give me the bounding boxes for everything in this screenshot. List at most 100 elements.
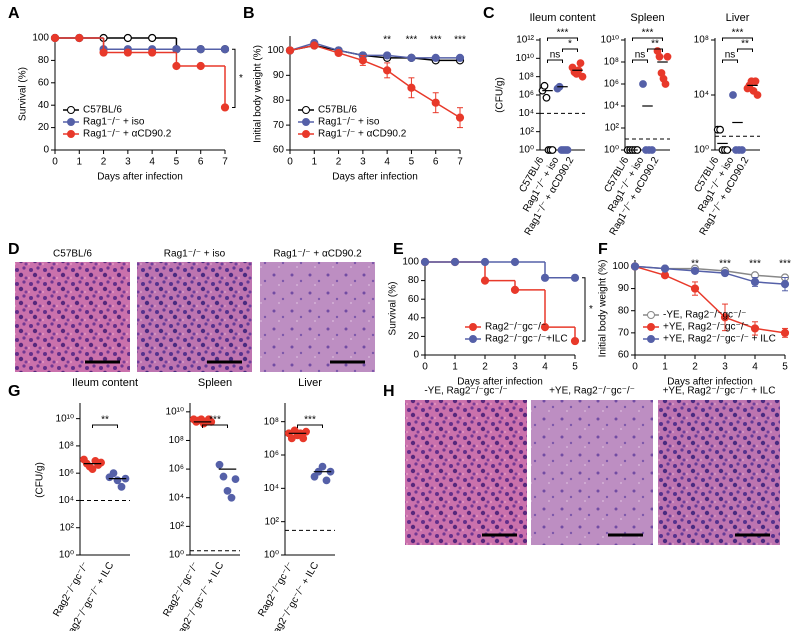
y-tick-label: 10⁸	[264, 416, 279, 427]
y-tick-label: 10¹⁰	[601, 35, 619, 46]
x-tick-label: 5	[174, 157, 180, 168]
y-tick-label: 10²	[605, 123, 620, 134]
significance: *	[568, 39, 572, 50]
y-tick-label: 80	[408, 275, 420, 286]
x-tick-label: 6	[198, 157, 204, 168]
y-tick-label: 10²	[265, 516, 280, 527]
y-tick-label: 10⁴	[264, 483, 279, 494]
legend-label: Rag1⁻/⁻ + αCD90.2	[83, 129, 172, 140]
marker	[172, 61, 181, 71]
marker	[75, 33, 84, 43]
y-tick-label: 10⁴	[169, 492, 184, 503]
marker	[480, 276, 490, 285]
y-tick-label: 10⁶	[59, 468, 74, 479]
x-tick-label: 1	[662, 362, 668, 373]
y-tick-label: 60	[38, 77, 50, 88]
legend-label: Rag2⁻/⁻gc⁻/⁻+ILC	[485, 334, 568, 345]
x-tick-label: 2	[692, 362, 698, 373]
significance-bracket	[547, 59, 563, 63]
significance: ***	[642, 28, 654, 39]
marker	[196, 61, 205, 71]
micrograph	[137, 262, 252, 372]
data-point	[88, 465, 97, 473]
marker	[570, 273, 580, 282]
y-tick-label: 10¹⁰	[516, 53, 534, 64]
y-tick-label: 10⁸	[59, 441, 74, 452]
legend-label: Rag1⁻/⁻ + αCD90.2	[318, 129, 407, 140]
significance-bracket	[297, 424, 323, 428]
data-point	[231, 475, 240, 484]
legend-label: Rag2⁻/⁻gc⁻/⁻	[485, 322, 546, 333]
significance: **	[651, 39, 659, 50]
legend-marker	[67, 118, 75, 126]
y-tick-label: 80	[38, 55, 50, 66]
legend-label: C57BL/6	[83, 105, 122, 116]
x-tick-label: 2	[336, 157, 342, 168]
data-point	[215, 460, 224, 469]
y-tick-label: 80	[618, 305, 630, 316]
marker	[310, 41, 319, 50]
y-tick-label: 40	[38, 100, 50, 111]
marker	[407, 53, 416, 63]
data-point	[310, 472, 319, 481]
data-point	[302, 427, 310, 436]
data-point	[751, 77, 760, 86]
x-axis-label: Days after infection	[667, 377, 753, 388]
marker	[480, 257, 490, 267]
y-tick-label: 10²	[170, 521, 185, 532]
significance-bracket	[202, 424, 228, 428]
significance-bracket	[582, 277, 586, 342]
significance: ***	[304, 415, 316, 426]
micrograph	[531, 400, 653, 545]
data-point	[563, 146, 572, 154]
y-tick-label: 60	[273, 145, 285, 156]
data-point	[542, 93, 551, 102]
marker	[383, 51, 392, 60]
significance-bracket	[232, 48, 236, 108]
marker	[383, 66, 392, 75]
y-tick-label: 90	[273, 70, 285, 81]
data-point	[578, 72, 587, 81]
y-tick-label: 10⁰	[169, 550, 184, 561]
y-tick-label: 10⁴	[59, 495, 74, 506]
significance: ns	[550, 50, 561, 61]
subplot-title: Spleen	[198, 377, 232, 389]
marker	[690, 266, 700, 275]
x-tick-label: 4	[542, 362, 548, 373]
significance: ***	[557, 28, 569, 39]
y-axis-label: Survival (%)	[388, 282, 399, 336]
y-tick-label: 10⁴	[694, 90, 709, 101]
micrograph-label: +YE, Rag2⁻/⁻gc⁻/⁻ + ILC	[663, 386, 776, 397]
y-axis-label: (CFU/g)	[35, 462, 46, 498]
significance-bracket	[547, 37, 578, 41]
panel-label: H	[383, 383, 395, 400]
legend-marker	[647, 335, 655, 343]
marker	[431, 98, 440, 107]
y-tick-label: 10⁰	[59, 550, 74, 561]
significance: **	[101, 415, 109, 426]
significance: ***	[209, 415, 221, 426]
y-tick-label: 10²	[520, 126, 535, 137]
marker	[220, 103, 230, 112]
marker	[750, 277, 760, 287]
marker	[630, 262, 640, 271]
y-tick-label: 10⁸	[169, 435, 184, 446]
x-tick-label: 0	[52, 157, 58, 168]
subplot-title: Liver	[298, 377, 322, 389]
marker	[780, 328, 790, 337]
legend-label: +YE, Rag2⁻/⁻gc⁻/⁻ + ILC	[663, 334, 776, 345]
x-tick-label: 7	[457, 157, 463, 168]
legend-label: -YE, Rag2⁻/⁻gc⁻/⁻	[663, 310, 746, 321]
y-axis-label: Initial body weight (%)	[598, 260, 609, 358]
y-tick-label: 70	[618, 327, 630, 338]
x-tick-label: 5	[572, 362, 578, 373]
data-point	[661, 80, 670, 88]
y-tick-label: 10⁸	[519, 71, 534, 82]
marker	[334, 48, 343, 58]
y-tick-label: 10⁰	[264, 550, 279, 561]
subplot-title: Liver	[726, 12, 750, 24]
micrograph-tint	[405, 400, 527, 545]
y-tick-label: 80	[273, 95, 285, 106]
significance: **	[383, 35, 391, 46]
significance-bracket	[647, 48, 663, 52]
